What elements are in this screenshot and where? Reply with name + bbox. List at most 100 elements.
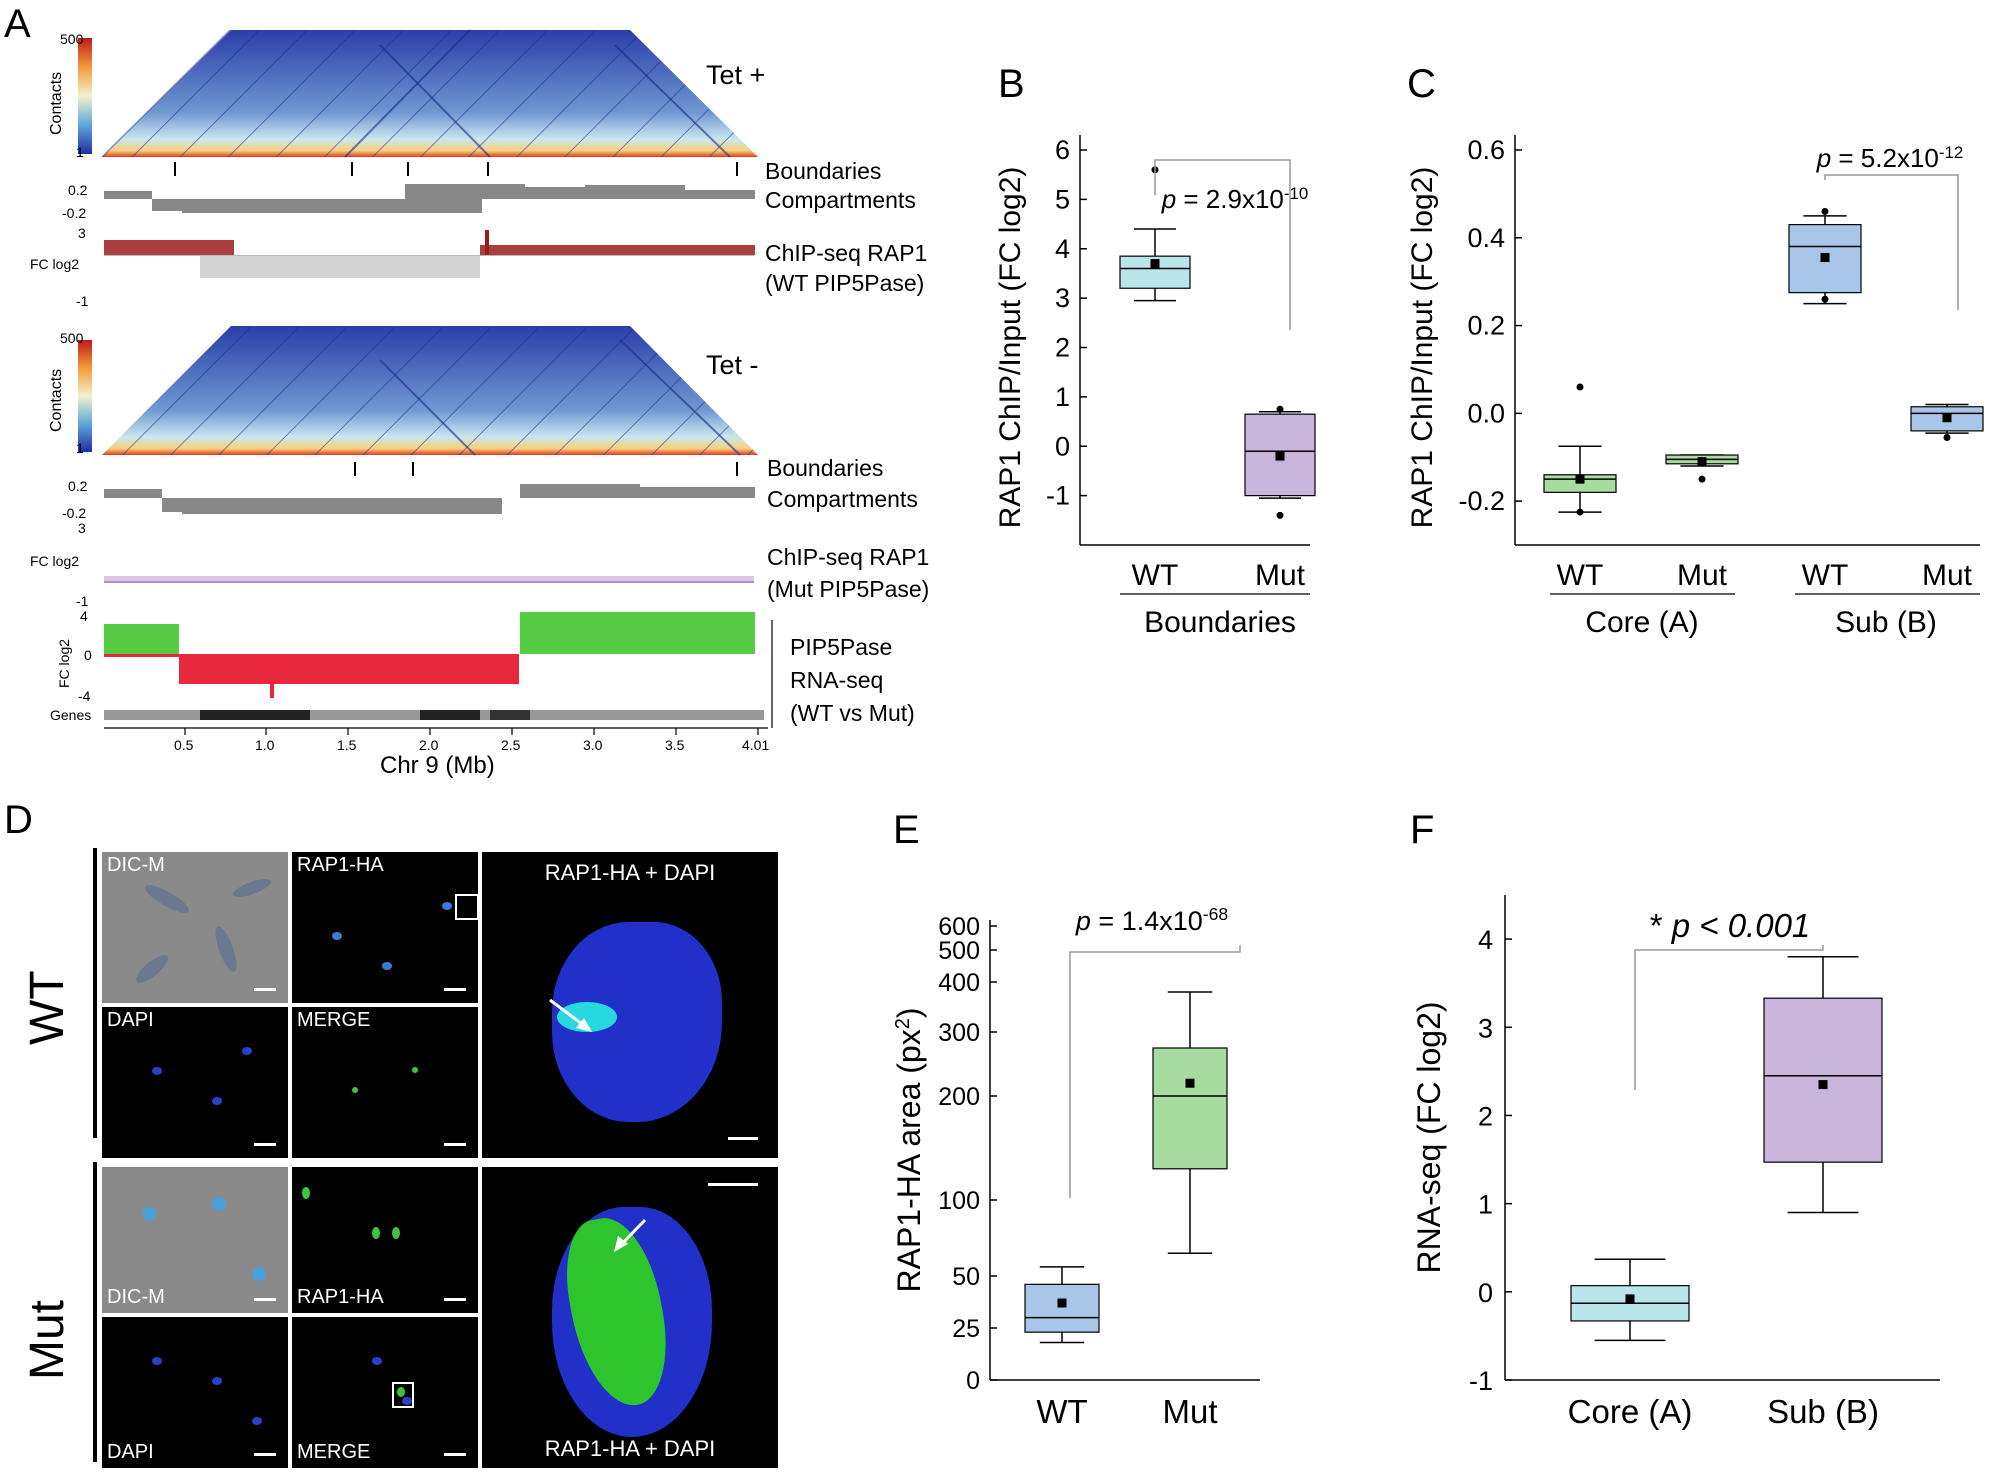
- rna-label-3: (WT vs Mut): [790, 700, 915, 726]
- x-category-label-0: WT: [1036, 1393, 1087, 1430]
- y-tick-label-2: 0.2: [1467, 311, 1505, 341]
- y-tick-label-1: 5: [1055, 184, 1070, 214]
- y-tick-label-4: 200: [938, 1083, 980, 1111]
- row-label-wt: WT: [21, 970, 74, 1045]
- chip-label-bottom-1: ChIP-seq RAP1: [767, 544, 930, 570]
- mean-marker-0: [1150, 259, 1160, 269]
- boundaries-label-top: Boundaries: [765, 158, 882, 184]
- boundaries-top-track: [174, 162, 738, 176]
- comp-tick-neg-bottom: -0.2: [62, 505, 87, 521]
- condition-tet-minus: Tet -: [706, 350, 759, 380]
- wt-dapi-image: DAPI: [100, 1005, 290, 1160]
- x-tick-2: 1.5: [337, 737, 357, 753]
- p-value-label: p = 5.2x10-12: [1816, 143, 1964, 174]
- y-tick-label-2: 400: [938, 969, 980, 997]
- rna-seq-track: [104, 612, 755, 698]
- compartments-top-track: [104, 184, 755, 213]
- outlier-0-1: [1576, 508, 1584, 516]
- mean-marker-1: [1818, 1080, 1828, 1090]
- y-tick-label-4: -0.2: [1458, 486, 1505, 516]
- group-label-0: Core (A): [1585, 606, 1698, 639]
- x-tick-6: 3.5: [665, 737, 685, 753]
- chip-fc-label-top: FC log2: [30, 256, 80, 272]
- y-tick-label-3: 3: [1055, 283, 1070, 313]
- x-tick-0: 0.5: [174, 737, 194, 753]
- y-tick-label-6: 0: [1055, 431, 1070, 461]
- rna-tick-zero: 0: [84, 647, 92, 663]
- y-tick-label-5: 100: [938, 1187, 980, 1215]
- wt-merge-image: MERGE: [290, 1005, 480, 1160]
- group-label: Boundaries: [1144, 606, 1296, 639]
- outlier-3-0: [1943, 433, 1951, 441]
- genes-label: Genes: [50, 707, 92, 723]
- chip-fc-label-bottom: FC log2: [30, 553, 80, 569]
- mean-marker-1: [1275, 451, 1285, 461]
- y-tick-label-3: 1: [1478, 1190, 1493, 1220]
- panel-letter-a: A: [4, 2, 31, 46]
- compartments-label-bottom: Compartments: [767, 486, 918, 512]
- mut-zoom-image: RAP1-HA + DAPI: [480, 1165, 780, 1470]
- y-tick-label-0: 6: [1055, 135, 1070, 165]
- rna-tick-max: 4: [80, 608, 88, 624]
- mut-zoom-caption: RAP1-HA + DAPI: [544, 1436, 716, 1461]
- y-tick-label-4: 2: [1055, 333, 1070, 363]
- mut-merge-image: MERGE: [290, 1315, 480, 1470]
- mean-marker-2: [1820, 253, 1830, 263]
- p-value-label: * p < 0.001: [1650, 907, 1811, 944]
- chart-c-box-plot: 0.6 0.4 0.2 0.0 -0.2 WT Mut WT Mut Core (A) Sub (B…: [1406, 135, 1984, 639]
- row-label-mut: Mut: [21, 1299, 74, 1380]
- colorbar-top: [78, 38, 92, 154]
- chart-b-box-plot: 6 5 4 3 2 1 0 -1 WT Mut Boundaries RAP1 ChIP/Input …: [994, 135, 1316, 639]
- mean-marker-0: [1575, 474, 1585, 484]
- panel-letter-e: E: [893, 808, 920, 852]
- wt-dic-caption: DIC-M: [107, 854, 165, 876]
- y-axis-label: RAP1 ChIP/Input (FC log2): [1406, 167, 1439, 529]
- colorbar-label-bottom: Contacts: [48, 368, 65, 432]
- wt-merge-caption: MERGE: [297, 1009, 371, 1031]
- x-category-label-1: Mut: [1162, 1393, 1217, 1430]
- colorbar-label-top: Contacts: [48, 71, 65, 135]
- y-tick-label-0: 4: [1478, 925, 1493, 955]
- y-tick-label-1: 500: [938, 937, 980, 965]
- x-category-label-0: WT: [1132, 559, 1179, 592]
- chip-tick-max-top: 3: [78, 225, 86, 241]
- x-tick-4: 2.5: [501, 737, 521, 753]
- wt-group-bar: [93, 848, 97, 1138]
- mut-dapi-caption: DAPI: [107, 1441, 154, 1463]
- y-tick-label-2: 2: [1478, 1101, 1493, 1131]
- mut-dapi-image: DAPI: [100, 1315, 290, 1470]
- colorbar-max-top: 500: [60, 31, 84, 47]
- outlier-2-0: [1821, 207, 1829, 215]
- chip-tick-min-bottom: -1: [76, 593, 89, 609]
- chip-top-track: [104, 230, 755, 278]
- x-axis-label: Chr 9 (Mb): [380, 752, 495, 779]
- rna-label-2: RNA-seq: [790, 667, 884, 693]
- x-category-label-1: Sub (B): [1767, 1393, 1879, 1430]
- p-value-label: p = 2.9x10-10: [1161, 184, 1309, 215]
- y-axis-label: RAP1-HA area (px2): [891, 1008, 927, 1293]
- wt-zoom-image: RAP1-HA + DAPI: [480, 850, 780, 1160]
- outlier-0-0: [1576, 383, 1584, 391]
- x-category-label-1: Mut: [1255, 559, 1306, 592]
- mut-rap-image: RAP1-HA: [290, 1165, 480, 1315]
- chip-tick-max-bottom: 3: [78, 520, 86, 536]
- panel-letter-b: B: [998, 62, 1025, 106]
- comp-tick-neg-top: -0.2: [62, 205, 87, 221]
- chip-label-top-1: ChIP-seq RAP1: [765, 240, 928, 266]
- y-axis-label: RNA-seq (FC log2): [1411, 1001, 1447, 1273]
- x-category-label-2: WT: [1802, 559, 1849, 592]
- x-category-label-0: Core (A): [1568, 1393, 1693, 1430]
- chart-f-box-plot: 4 3 2 1 0 -1 Core (A) Sub (B) RNA-seq (FC log2) *…: [1411, 895, 1940, 1430]
- outlier-1-0: [1276, 405, 1284, 413]
- significance-bracket: [1069, 945, 1241, 1198]
- y-tick-label-0: 600: [938, 913, 980, 941]
- rna-label-1: PIP5Pase: [790, 634, 893, 660]
- significance-bracket: [1154, 159, 1291, 330]
- y-tick-label-8: 0: [966, 1367, 980, 1395]
- box-1: [1152, 1047, 1228, 1170]
- y-tick-label-7: -1: [1046, 481, 1070, 511]
- compartments-bottom-track: [104, 484, 755, 514]
- wt-rap-image: RAP1-HA: [290, 850, 480, 1005]
- wt-dapi-caption: DAPI: [107, 1009, 154, 1031]
